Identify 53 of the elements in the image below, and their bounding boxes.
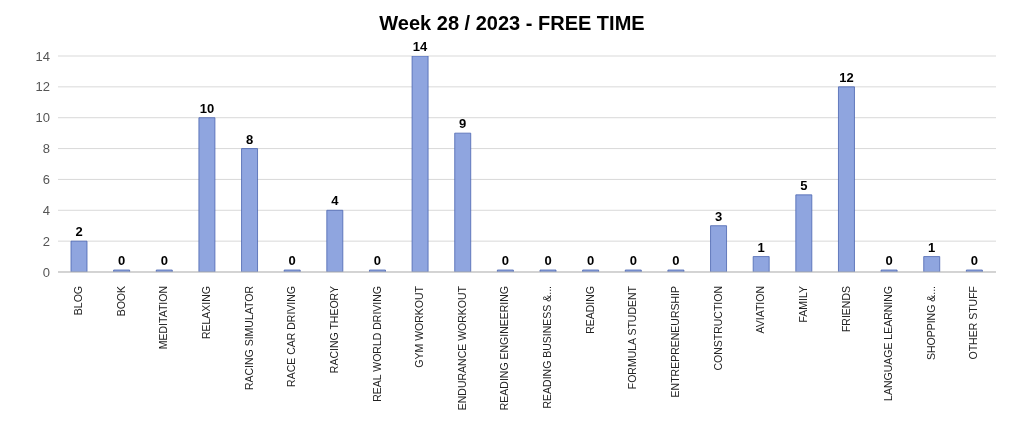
- x-tick-label: RACING THEORY: [327, 286, 340, 374]
- y-tick-label: 4: [42, 202, 50, 218]
- data-label: 0: [288, 253, 296, 268]
- x-tick-label: AVIATION: [754, 286, 767, 334]
- x-tick-label: MEDITATION: [157, 286, 170, 350]
- data-label: 0: [501, 253, 509, 268]
- data-label: 9: [459, 116, 467, 132]
- data-label: 0: [544, 253, 552, 268]
- data-label: 10: [199, 100, 215, 116]
- x-tick-label: RACING SIMULATOR: [242, 285, 255, 391]
- data-label: 0: [587, 253, 595, 268]
- x-tick-label: READING ENGINEERING: [498, 286, 511, 411]
- data-label: 0: [885, 253, 893, 268]
- y-tick-label: 14: [35, 48, 50, 64]
- x-tick-label: FAMILY: [796, 286, 809, 323]
- data-label: 12: [839, 69, 854, 85]
- y-tick-label: 10: [35, 110, 50, 126]
- x-tick-label: READING BUSINESS &...: [541, 286, 554, 409]
- data-label: 0: [160, 253, 168, 268]
- y-tick-label: 0: [42, 264, 50, 280]
- x-tick-label: FORMULA STUDENT: [626, 285, 639, 390]
- x-tick-label: FRIENDS: [839, 286, 852, 333]
- y-tick-label: 6: [42, 172, 50, 188]
- x-tick-label: ENDURANCE WORKOUT: [455, 285, 468, 411]
- data-label: 14: [412, 39, 429, 54]
- data-label: 1: [757, 239, 765, 255]
- data-label: 0: [118, 253, 126, 268]
- y-tick-label: 8: [42, 141, 50, 157]
- data-label: 0: [672, 253, 680, 268]
- x-tick-label: RACE CAR DRIVING: [285, 286, 298, 387]
- data-label: 4: [331, 193, 340, 209]
- x-tick-label: ENTREPRENEURSHIP: [669, 286, 682, 398]
- data-label: 2: [75, 224, 83, 240]
- y-tick-label: 12: [35, 79, 50, 95]
- x-tick-label: LANGUAGE LEARNING: [882, 286, 895, 401]
- y-tick-label: 2: [42, 233, 50, 249]
- data-label: 3: [714, 208, 723, 224]
- data-label: 0: [970, 253, 978, 268]
- data-label: 5: [800, 177, 808, 193]
- x-tick-label: CONSTRUCTION: [711, 286, 724, 371]
- data-label: 1: [928, 239, 936, 255]
- x-tick-label: OTHER STUFF: [967, 286, 980, 360]
- data-label: 0: [629, 253, 637, 268]
- x-tick-label: READING: [583, 286, 596, 334]
- data-label: 0: [373, 253, 382, 268]
- x-tick-label: BOOK: [114, 286, 127, 317]
- x-tick-label: RELAXING: [200, 286, 213, 340]
- x-tick-label: BLOG: [72, 286, 85, 316]
- chart-title: Week 28 / 2023 - FREE TIME: [378, 11, 646, 36]
- data-label: 8: [245, 131, 254, 147]
- x-tick-label: SHOPPING &...: [924, 286, 937, 361]
- x-tick-label: GYM WORKOUT: [413, 285, 426, 368]
- x-tick-label: REAL WORLD DRIVING: [370, 286, 383, 402]
